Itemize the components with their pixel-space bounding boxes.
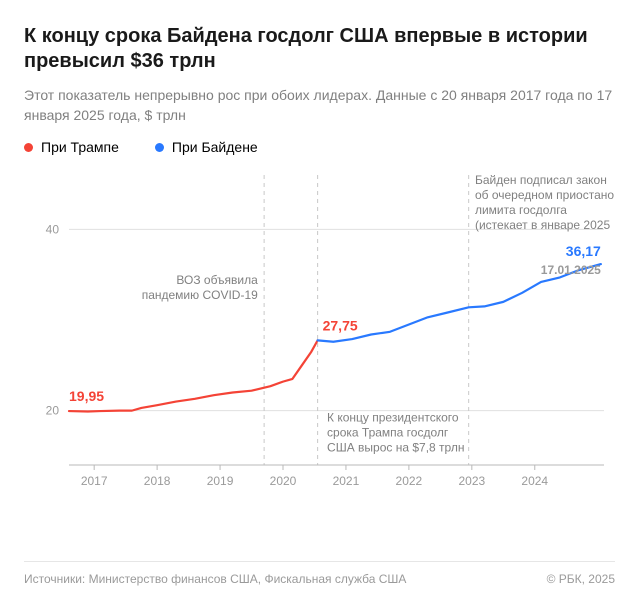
legend-dot-trump bbox=[24, 143, 33, 152]
svg-text:20: 20 bbox=[46, 404, 60, 418]
attribution: © РБК, 2025 bbox=[547, 572, 615, 586]
svg-text:ВОЗ объявила: ВОЗ объявила bbox=[176, 273, 258, 287]
source-label: Источники: Министерство финансов США, Фи… bbox=[24, 572, 406, 586]
svg-text:(истекает в январе 2025 года): (истекает в январе 2025 года) bbox=[475, 218, 614, 232]
svg-text:2019: 2019 bbox=[207, 474, 234, 488]
svg-text:27,75: 27,75 bbox=[323, 318, 358, 334]
chart-subtitle: Этот показатель непрерывно рос при обоих… bbox=[24, 86, 615, 125]
svg-text:Байден подписал закон: Байден подписал закон bbox=[475, 173, 607, 187]
svg-text:США вырос на $7,8 трлн: США вырос на $7,8 трлн bbox=[327, 441, 464, 455]
legend-item-trump: При Трампе bbox=[24, 139, 119, 155]
svg-text:2022: 2022 bbox=[396, 474, 423, 488]
svg-text:2018: 2018 bbox=[144, 474, 171, 488]
svg-text:40: 40 bbox=[46, 223, 60, 237]
svg-text:2020: 2020 bbox=[270, 474, 297, 488]
svg-text:К концу президентского: К концу президентского bbox=[327, 411, 459, 425]
footer: Источники: Министерство финансов США, Фи… bbox=[24, 561, 615, 586]
line-chart: 20 40 2017 2018 2019 2020 2021 2022 2023 2024 19,9… bbox=[24, 165, 614, 515]
svg-text:2023: 2023 bbox=[458, 474, 485, 488]
legend: При Трампе При Байдене bbox=[24, 139, 615, 155]
chart-area: 20 40 2017 2018 2019 2020 2021 2022 2023 2024 19,9… bbox=[24, 165, 614, 515]
svg-text:2021: 2021 bbox=[333, 474, 360, 488]
svg-text:19,95: 19,95 bbox=[69, 388, 104, 404]
legend-item-biden: При Байдене bbox=[155, 139, 258, 155]
svg-text:2024: 2024 bbox=[521, 474, 548, 488]
svg-text:17.01.2025: 17.01.2025 bbox=[541, 263, 601, 277]
chart-title: К концу срока Байдена госдолг США впервы… bbox=[24, 24, 615, 74]
svg-text:пандемию COVID-19: пандемию COVID-19 bbox=[142, 288, 258, 302]
legend-dot-biden bbox=[155, 143, 164, 152]
legend-label-biden: При Байдене bbox=[172, 139, 258, 155]
svg-text:36,17: 36,17 bbox=[566, 243, 601, 259]
svg-text:2017: 2017 bbox=[81, 474, 108, 488]
svg-text:срока Трампа госдолг: срока Трампа госдолг bbox=[327, 426, 449, 440]
legend-label-trump: При Трампе bbox=[41, 139, 119, 155]
svg-text:об очередном приостановлении: об очередном приостановлении bbox=[475, 188, 614, 202]
svg-text:лимита госдолга: лимита госдолга bbox=[475, 203, 567, 217]
